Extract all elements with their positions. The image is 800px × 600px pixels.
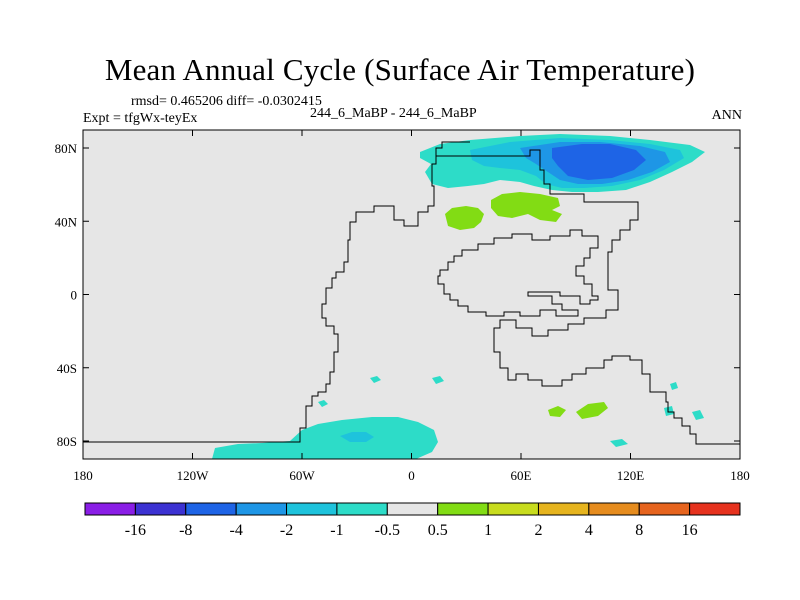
colorbar-label: -2: [280, 522, 293, 539]
lat-tick-label: 0: [71, 288, 78, 303]
eurasia-warm-anomaly-east: [491, 192, 562, 222]
colorbar-swatch: [185, 502, 237, 516]
colorbar-swatch: [336, 502, 388, 516]
colorbar-label: 8: [635, 522, 643, 539]
south-pacific-cool-spot: [610, 439, 628, 447]
experiment-label: Expt = tfgWx-teyEx: [83, 111, 198, 126]
colorbar-label: 16: [682, 522, 698, 539]
lon-tick-label: 60E: [511, 468, 532, 483]
colorbar-swatch: [689, 502, 741, 516]
south-indian-warm-spot-2: [576, 402, 608, 419]
longitude-axis: 180 120W 60W 0 60E 120E 180: [73, 130, 750, 483]
colorbar-swatch: [537, 502, 590, 516]
colorbar-label: -4: [229, 522, 242, 539]
south-atlantic-cool-spot-3: [432, 376, 444, 384]
lat-tick-label: 40S: [57, 361, 77, 376]
arctic-anomaly-core: [552, 144, 646, 180]
colorbar-label: 4: [585, 522, 593, 539]
latitude-axis: 80N 40N 0 40S 80S: [55, 141, 740, 449]
colorbar-swatch: [134, 502, 187, 516]
colorbar-swatch: [235, 502, 288, 516]
eurasia-warm-anomaly-west: [445, 206, 484, 230]
south-pacific-cool-spot-2: [664, 406, 674, 416]
comparison-subtitle: 244_6_MaBP - 244_6_MaBP: [310, 106, 477, 121]
lon-tick-label: 180: [73, 468, 93, 483]
colorbar-swatch: [487, 502, 539, 516]
antarctic-cool-anomaly: [212, 417, 438, 459]
colorbar-label: -8: [179, 522, 192, 539]
colorbar: -16 -8 -4 -2 -1 -0.5 0.5 1 2 4 8 16: [84, 502, 741, 539]
colorbar-label: -16: [125, 522, 146, 539]
lon-tick-label: 120W: [177, 468, 210, 483]
colorbar-label: -0.5: [375, 522, 400, 539]
tethys-sea-outline: [437, 229, 599, 317]
south-pacific-cool-spot-3: [692, 410, 704, 420]
lon-tick-label: 180: [730, 468, 750, 483]
season-label: ANN: [711, 108, 742, 123]
pangaea-coastline: [83, 149, 740, 445]
colorbar-label: 2: [534, 522, 542, 539]
anomaly-shading: [212, 134, 705, 459]
colorbar-swatch: [84, 502, 136, 516]
lat-tick-label: 40N: [55, 214, 78, 229]
south-atlantic-cool-spot-2: [370, 376, 381, 383]
colorbar-label: 0.5: [428, 522, 448, 539]
south-pacific-cool-spot-4: [670, 382, 678, 390]
lon-tick-label: 120E: [617, 468, 645, 483]
colorbar-swatch: [638, 502, 691, 516]
rmsd-diff-stats: rmsd= 0.465206 diff= -0.0302415: [131, 94, 322, 109]
lat-tick-label: 80S: [57, 434, 77, 449]
colorbar-label: -1: [330, 522, 343, 539]
lat-tick-label: 80N: [55, 141, 78, 156]
antarctic-cool-anomaly-inner: [340, 432, 374, 442]
colorbar-swatch: [437, 502, 489, 516]
south-indian-warm-spot: [548, 406, 566, 417]
colorbar-swatch: [588, 502, 640, 516]
lon-tick-label: 60W: [289, 468, 315, 483]
colorbar-label: 1: [484, 522, 492, 539]
north-coast-closure: [435, 141, 470, 156]
colorbar-swatch: [286, 502, 338, 516]
coastlines: [83, 141, 740, 445]
colorbar-swatch: [386, 502, 439, 516]
lon-tick-label: 0: [408, 468, 415, 483]
south-atlantic-cool-spot: [318, 400, 328, 407]
plot-title: Mean Annual Cycle (Surface Air Temperatu…: [104, 52, 696, 87]
